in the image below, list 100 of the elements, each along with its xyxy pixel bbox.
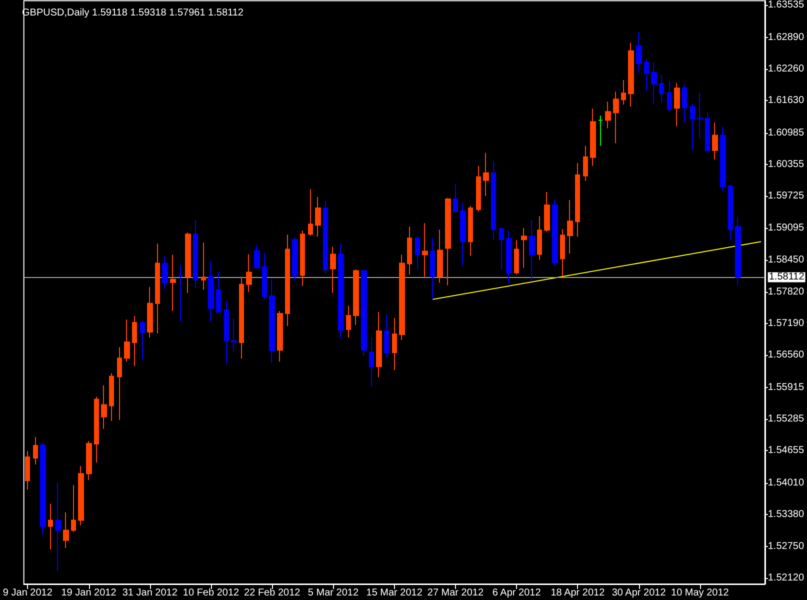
candlestick xyxy=(147,286,153,338)
candlestick xyxy=(124,318,130,362)
candlestick xyxy=(575,162,580,238)
candlestick xyxy=(292,237,298,282)
x-tick-label: 10 May 2012 xyxy=(671,588,730,598)
candlestick xyxy=(720,126,726,192)
candlestick xyxy=(445,198,451,286)
candlestick xyxy=(644,58,649,92)
candlestick xyxy=(682,84,687,124)
candlestick xyxy=(338,243,344,340)
y-tick-label: 1.59095 xyxy=(768,222,804,234)
candlestick xyxy=(285,234,290,326)
candlestick xyxy=(193,220,198,288)
y-tick-label: 1.52750 xyxy=(768,540,804,552)
candlestick xyxy=(697,92,703,139)
candlestick xyxy=(399,254,405,341)
candlestick xyxy=(86,440,92,481)
candlestick xyxy=(437,229,443,284)
x-tick-label: 19 Jan 2012 xyxy=(61,588,117,598)
candlestick xyxy=(705,112,710,154)
candlestick xyxy=(178,264,183,322)
candlestick xyxy=(537,216,542,260)
y-tick-label: 1.62890 xyxy=(768,32,804,43)
y-tick-label: 1.52120 xyxy=(768,572,804,584)
candlestick xyxy=(728,184,733,242)
candlestick xyxy=(346,305,351,338)
candlestick xyxy=(735,216,741,286)
x-tick-label: 31 Jan 2012 xyxy=(122,588,178,598)
candlestick xyxy=(667,81,672,113)
candlestick xyxy=(460,202,466,266)
candlestick xyxy=(185,232,191,294)
x-tick-label: 15 Mar 2012 xyxy=(366,588,423,598)
candlestick xyxy=(430,238,435,300)
x-tick-label: 30 Apr 2012 xyxy=(612,588,666,598)
y-tick-label: 1.60355 xyxy=(768,159,804,170)
y-tick-label: 1.56560 xyxy=(768,350,804,361)
candlestick xyxy=(560,228,565,278)
candlestick xyxy=(506,230,512,284)
candlestick xyxy=(231,317,237,352)
candlestick xyxy=(422,222,428,278)
candlestick xyxy=(712,122,718,160)
candlestick xyxy=(415,236,420,270)
candlestick xyxy=(392,317,397,371)
candlestick xyxy=(476,165,481,212)
y-tick-label: 1.55915 xyxy=(768,382,804,393)
x-tick-label: 18 Apr 2012 xyxy=(550,588,606,598)
candlestick xyxy=(55,482,61,572)
candlestick xyxy=(514,240,519,275)
candlestick xyxy=(529,220,535,282)
x-tick-label: 9 Jan 2012 xyxy=(2,588,53,598)
candlestick xyxy=(483,152,489,196)
candlestick xyxy=(162,255,168,290)
candlestick xyxy=(407,226,412,276)
candlestick xyxy=(254,244,260,268)
candlestick xyxy=(690,103,695,151)
candlestick xyxy=(330,246,336,294)
x-tick-label: 10 Feb 2012 xyxy=(182,588,240,598)
y-tick-label: 1.55285 xyxy=(768,414,804,425)
y-tick-label: 1.53380 xyxy=(768,509,804,520)
candlestick xyxy=(453,183,458,214)
candlestick xyxy=(491,160,496,240)
candlestick xyxy=(140,320,145,361)
candlestick xyxy=(636,31,642,74)
x-tick-label: 5 Mar 2012 xyxy=(308,588,359,598)
y-tick-label: 1.63535 xyxy=(768,0,804,10)
candlestick xyxy=(499,228,504,270)
y-tick-label: 1.61630 xyxy=(768,95,804,106)
candlestick xyxy=(598,115,603,146)
y-tick-label: 1.57190 xyxy=(768,318,804,329)
y-tick-label: 1.58450 xyxy=(768,254,804,266)
candlestick xyxy=(567,200,573,254)
candlestick xyxy=(369,337,374,387)
candlestick xyxy=(590,108,596,166)
candlestick xyxy=(376,311,382,378)
candlestick xyxy=(201,242,206,290)
candlestick xyxy=(315,196,321,238)
candlestick xyxy=(170,254,176,312)
candlestick xyxy=(33,436,38,466)
candlestick xyxy=(361,270,367,357)
candlestick xyxy=(132,315,137,367)
candlestick xyxy=(605,101,611,129)
candlestick xyxy=(262,252,267,300)
candlestick xyxy=(544,191,550,232)
candlestick xyxy=(659,74,664,104)
candlestick xyxy=(48,503,53,550)
candlestick xyxy=(628,42,634,108)
candlestick xyxy=(101,384,107,430)
candlestick xyxy=(208,260,214,322)
candlestick xyxy=(621,80,626,106)
candlestick xyxy=(224,300,229,365)
candlestick xyxy=(300,230,305,286)
candlestick xyxy=(613,91,619,144)
candlestick xyxy=(277,310,283,362)
candlestick xyxy=(216,271,221,313)
candlestick xyxy=(468,206,473,256)
candlestick xyxy=(239,276,244,360)
candlestick xyxy=(583,145,588,182)
y-tick-label: 1.57820 xyxy=(768,286,804,298)
candlestick xyxy=(674,82,680,127)
candlestick xyxy=(323,200,328,274)
